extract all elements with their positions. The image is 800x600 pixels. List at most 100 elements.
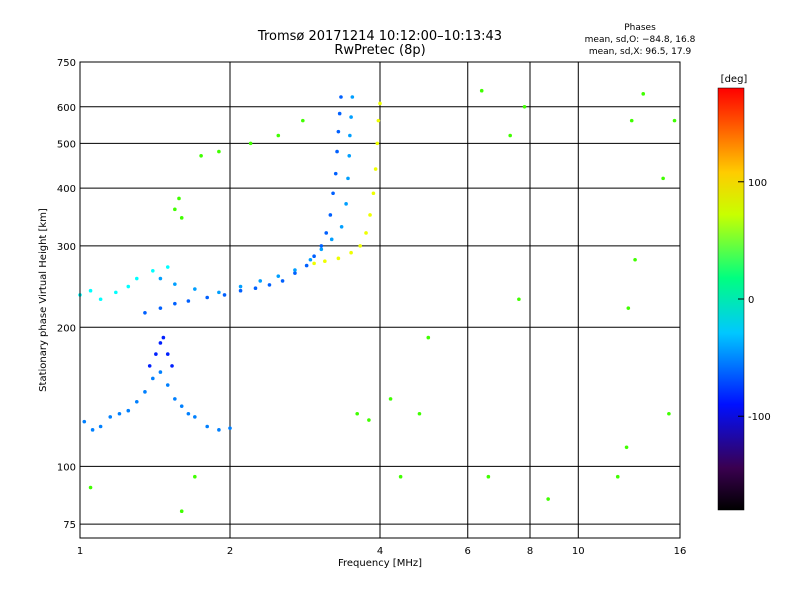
y-tick-label: 300 — [57, 242, 76, 253]
echo-point — [335, 149, 339, 154]
echo-point — [373, 167, 378, 171]
echo-point — [301, 118, 305, 123]
echo-point — [319, 244, 324, 248]
echo-point — [90, 428, 95, 432]
echo-point — [417, 411, 422, 416]
y-tick-label: 750 — [57, 58, 76, 69]
x-tick-label: 10 — [572, 546, 585, 557]
echo-point — [228, 426, 232, 430]
colorbar-ticks: 100 0 -100 — [738, 178, 771, 423]
echo-point — [217, 149, 221, 154]
echo-point — [98, 297, 103, 302]
echo-point — [205, 424, 209, 429]
echo-point — [376, 118, 381, 123]
x-tick-label: 8 — [527, 546, 533, 557]
echo-point — [522, 104, 527, 109]
x-tick-label: 2 — [227, 546, 233, 557]
colorbar-tick-label: 0 — [748, 295, 754, 306]
echo-point — [333, 171, 338, 176]
echo-point — [375, 141, 380, 146]
echo-point — [98, 424, 103, 429]
echo-point — [258, 279, 263, 283]
echo-point — [280, 279, 285, 283]
echo-point — [339, 95, 343, 99]
echo-point — [276, 133, 281, 138]
echo-point — [629, 118, 634, 123]
echo-point — [426, 335, 431, 340]
echo-point — [355, 411, 359, 416]
echo-point — [158, 370, 163, 374]
echo-point — [349, 250, 353, 255]
echo-point — [367, 418, 371, 422]
echo-point — [667, 411, 671, 416]
echo-point — [337, 111, 342, 116]
echo-point — [158, 341, 163, 345]
y-tick-label: 400 — [57, 184, 76, 195]
echo-point — [165, 265, 170, 269]
echo-point — [186, 411, 191, 416]
y-tick-label: 200 — [57, 323, 76, 334]
echo-point — [151, 376, 155, 381]
echo-point — [304, 263, 309, 268]
echo-point — [371, 191, 376, 196]
echo-point — [238, 288, 243, 293]
echo-point — [336, 129, 341, 134]
echo-point — [193, 287, 197, 291]
echo-point — [672, 118, 677, 123]
echo-point — [154, 352, 158, 356]
echo-point — [348, 133, 352, 138]
echo-point — [134, 399, 139, 404]
echo-point — [546, 497, 550, 501]
echo-point — [147, 364, 152, 368]
echo-point — [517, 297, 521, 302]
echo-point — [331, 191, 335, 196]
phase-line-o: mean, sd,O: −84.8, 16.8 — [585, 35, 696, 45]
colorbar-tick-label: -100 — [748, 412, 771, 423]
x-tick-labels: 1 2 4 6 8 10 16 — [77, 546, 687, 557]
echo-point — [398, 474, 403, 479]
echo-point — [170, 364, 174, 368]
echo-point — [293, 271, 297, 275]
echo-point — [173, 207, 177, 212]
x-tick-label: 16 — [674, 546, 687, 557]
echo-point — [177, 196, 181, 201]
echo-point — [158, 306, 163, 310]
x-axis-label: Frequency [MHz] — [338, 558, 422, 569]
grid-lines — [79, 61, 681, 538]
y-tick-label: 500 — [57, 139, 76, 150]
echo-point — [276, 274, 281, 278]
echo-point — [151, 269, 155, 273]
y-tick-label: 100 — [57, 462, 76, 473]
echo-point — [217, 428, 221, 432]
x-tick-label: 6 — [465, 546, 471, 557]
echo-point — [508, 133, 512, 138]
echo-point — [633, 257, 637, 262]
echo-point — [349, 115, 353, 119]
echo-point — [312, 261, 316, 266]
echo-point — [238, 284, 243, 289]
echo-point — [308, 257, 313, 262]
echo-point — [626, 306, 631, 310]
echo-point — [323, 259, 327, 263]
echo-point — [82, 419, 87, 424]
echo-point — [358, 244, 362, 248]
echo-point — [117, 411, 122, 416]
echo-point — [179, 216, 184, 220]
echo-point — [108, 415, 113, 419]
echo-point — [186, 299, 191, 303]
echo-point — [114, 290, 118, 295]
echo-point — [88, 485, 93, 490]
echo-point — [388, 397, 393, 401]
echo-point — [173, 282, 177, 286]
y-axis-label: Stationary phase Virtual Height [km] — [38, 208, 49, 392]
echo-point — [324, 231, 329, 235]
colorbar-label: [deg] — [721, 74, 748, 85]
echo-point — [329, 237, 334, 242]
echo-point — [179, 509, 184, 513]
echo-point — [253, 286, 258, 291]
echo-point — [158, 276, 163, 281]
echo-point — [161, 335, 166, 340]
echo-point — [312, 254, 316, 259]
echo-point — [217, 290, 221, 295]
